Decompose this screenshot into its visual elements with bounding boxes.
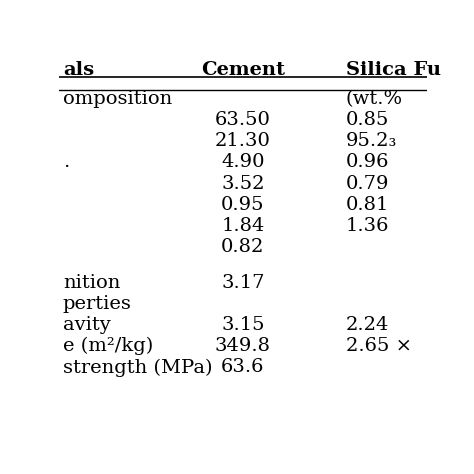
Text: 21.30: 21.30 (215, 132, 271, 150)
Text: strength (MPa): strength (MPa) (63, 358, 212, 377)
Text: 63.50: 63.50 (215, 111, 271, 129)
Text: 3.15: 3.15 (221, 316, 264, 334)
Text: .: . (63, 154, 69, 172)
Text: perties: perties (63, 295, 132, 313)
Text: 0.81: 0.81 (346, 196, 389, 214)
Text: 63.6: 63.6 (221, 358, 264, 376)
Text: 2.24: 2.24 (346, 316, 389, 334)
Text: Cement: Cement (201, 61, 285, 79)
Text: 0.96: 0.96 (346, 154, 389, 172)
Text: 95.2₃: 95.2₃ (346, 132, 397, 150)
Text: als: als (63, 61, 94, 79)
Text: 3.17: 3.17 (221, 274, 264, 292)
Text: 1.36: 1.36 (346, 217, 389, 235)
Text: Silica Fu: Silica Fu (346, 61, 441, 79)
Text: 2.65 ×: 2.65 × (346, 337, 412, 356)
Text: 349.8: 349.8 (215, 337, 271, 356)
Text: omposition: omposition (63, 90, 172, 108)
Text: avity: avity (63, 316, 110, 334)
Text: 0.82: 0.82 (221, 238, 264, 256)
Text: 3.52: 3.52 (221, 174, 264, 192)
Text: (wt.%: (wt.% (346, 90, 403, 108)
Text: e (m²/kg): e (m²/kg) (63, 337, 153, 356)
Text: 0.95: 0.95 (221, 196, 264, 214)
Text: 0.85: 0.85 (346, 111, 389, 129)
Text: 1.84: 1.84 (221, 217, 264, 235)
Text: 4.90: 4.90 (221, 154, 264, 172)
Text: 0.79: 0.79 (346, 174, 389, 192)
Text: nition: nition (63, 274, 120, 292)
